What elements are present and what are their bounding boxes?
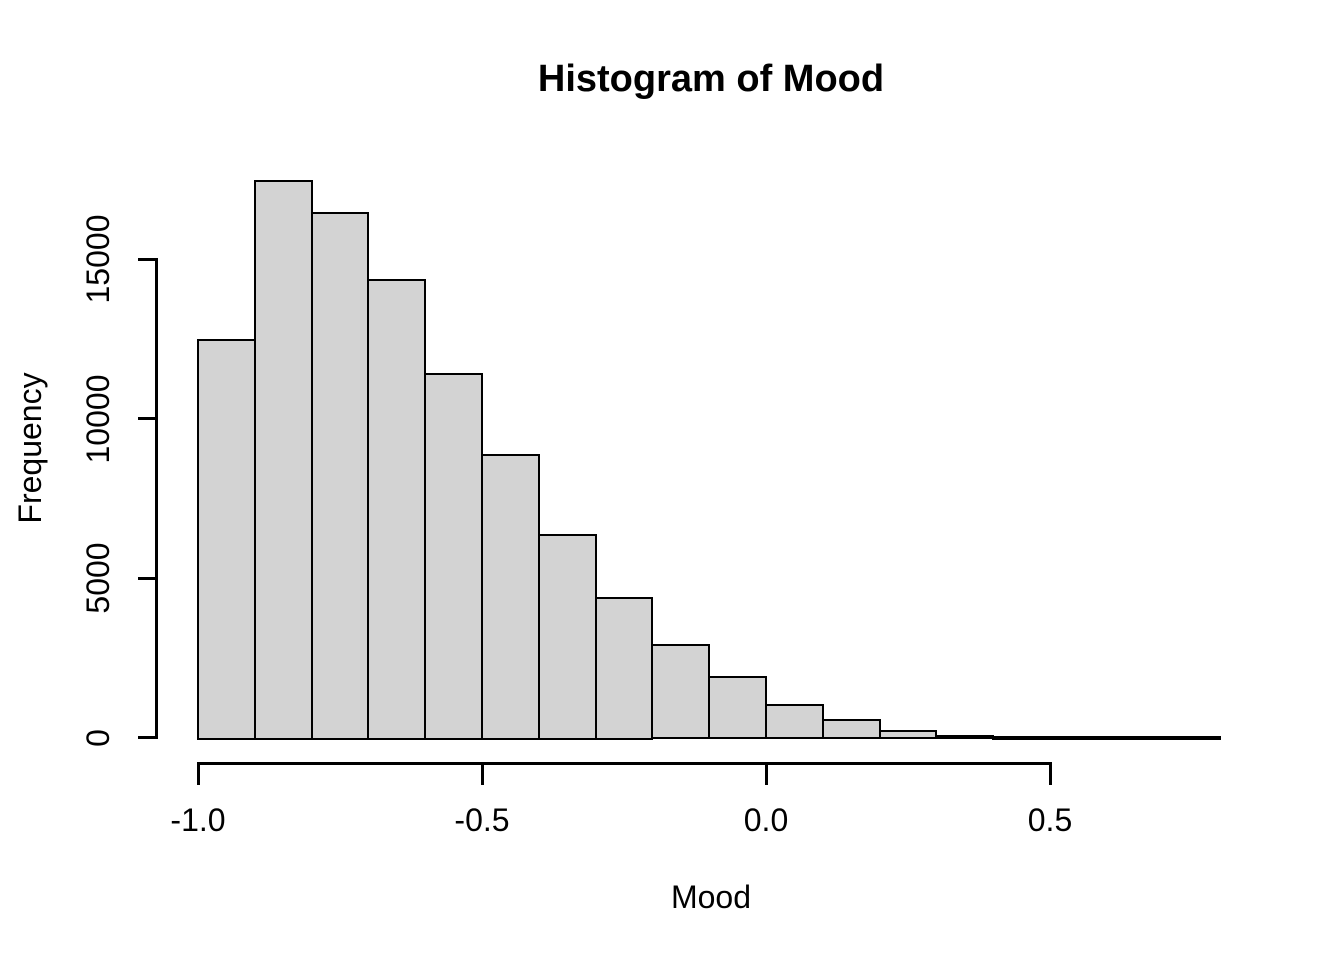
x-tick-label: -0.5 xyxy=(454,802,510,838)
histogram-bar xyxy=(992,735,1051,740)
histogram-bar xyxy=(651,644,711,740)
histogram-bar xyxy=(197,339,256,740)
histogram-bar xyxy=(253,179,313,740)
histogram-bar xyxy=(821,719,881,740)
histogram-bar xyxy=(424,372,483,740)
histogram-bar xyxy=(537,533,597,740)
y-axis-line xyxy=(154,257,158,739)
x-axis-tick xyxy=(196,765,200,785)
x-tick-label: -1.0 xyxy=(170,802,226,838)
histogram-bar xyxy=(878,730,938,740)
histogram-bar xyxy=(481,453,540,740)
y-axis-tick xyxy=(137,417,156,421)
y-axis-tick xyxy=(137,736,156,739)
histogram-bar xyxy=(708,675,767,740)
histogram-bar xyxy=(1105,735,1165,740)
histogram-bar xyxy=(765,703,824,740)
y-tick-label: 5000 xyxy=(80,542,116,614)
histogram-bar xyxy=(594,597,654,740)
histogram-bar xyxy=(367,278,427,740)
x-axis-tick xyxy=(480,765,484,785)
x-tick-label: 0.5 xyxy=(1027,802,1073,838)
histogram-bar xyxy=(1162,735,1222,740)
y-tick-label: 15000 xyxy=(80,214,116,304)
x-axis-line xyxy=(196,762,1052,765)
y-tick-label: 10000 xyxy=(80,374,116,464)
histogram-bar xyxy=(935,734,995,740)
y-tick-label: 0 xyxy=(80,728,116,747)
y-axis-title: Frequency xyxy=(12,372,48,524)
x-axis-title: Mood xyxy=(670,879,752,915)
x-tick-label: 0.0 xyxy=(743,802,789,838)
histogram-bar xyxy=(1049,735,1108,740)
histogram-bar xyxy=(310,211,370,740)
chart-title: Histogram of Mood xyxy=(537,58,885,100)
y-axis-tick xyxy=(137,257,156,261)
x-axis-tick xyxy=(1048,765,1052,785)
y-axis-tick xyxy=(137,576,156,580)
x-axis-tick xyxy=(764,765,768,785)
